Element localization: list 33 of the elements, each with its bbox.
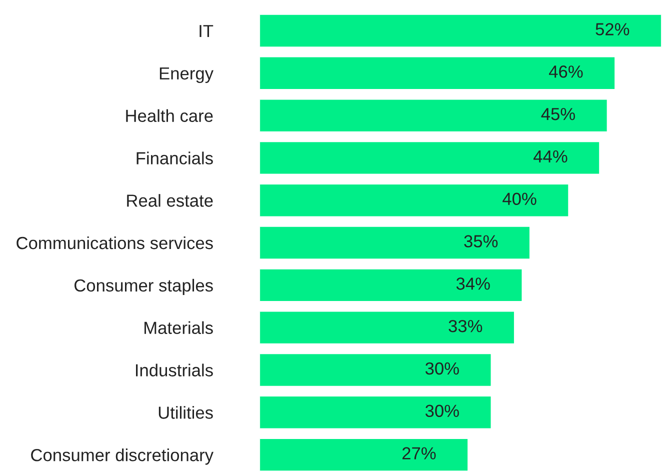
bar: [259, 98, 608, 133]
bar: [259, 352, 492, 388]
bar: [259, 310, 516, 345]
data-label: 30%: [425, 404, 459, 418]
bar: [259, 140, 600, 176]
bar: [259, 183, 570, 218]
y-tick-label: Communications services: [16, 236, 213, 250]
data-label: 45%: [541, 108, 575, 120]
y-tick-label: Consumer discretionary: [31, 448, 214, 465]
y-tick-label: IT: [200, 25, 214, 38]
y-tick-label: Health care: [126, 109, 213, 122]
data-label: 44%: [534, 150, 568, 163]
data-label: 46%: [548, 65, 583, 78]
y-tick-label: Energy: [160, 67, 214, 84]
bar: [259, 56, 616, 90]
y-tick-label: Utilities: [158, 406, 213, 419]
bar: [259, 395, 492, 430]
y-tick-label: Consumer staples: [74, 278, 213, 296]
y-tick-label: Financials: [136, 152, 213, 164]
data-label: 34%: [456, 278, 490, 290]
bar: [259, 268, 524, 302]
y-tick-label: Industrials: [136, 364, 213, 376]
data-label: 40%: [502, 192, 536, 206]
bar: [259, 13, 662, 48]
data-label: 30%: [425, 362, 459, 375]
y-tick-label: Real estate: [127, 194, 213, 207]
bar: [259, 438, 469, 472]
data-label: 27%: [402, 447, 436, 460]
bar: [259, 226, 531, 260]
data-label: 33%: [448, 320, 482, 332]
y-tick-label: Materials: [144, 321, 213, 334]
data-label: 52%: [596, 23, 630, 36]
data-label: 35%: [464, 235, 498, 248]
